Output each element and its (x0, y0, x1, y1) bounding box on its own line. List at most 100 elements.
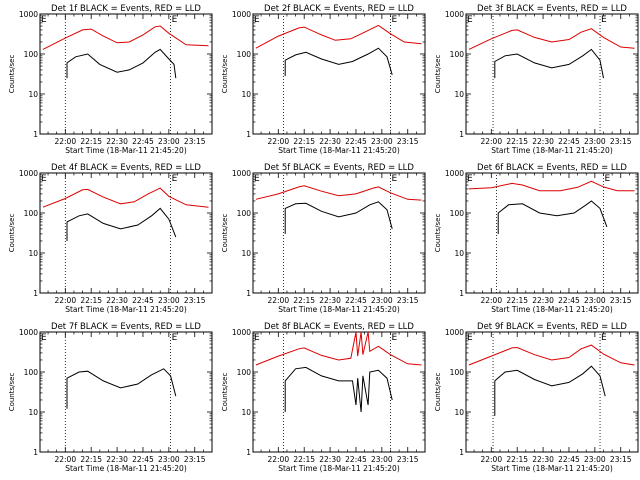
x-tick-label: 23:00 (584, 296, 606, 305)
x-axis-label: Start Time (18-Mar-11 21:45:20) (65, 305, 187, 314)
y-tick-label: 10 (28, 90, 38, 99)
eclipse-end-label: E (601, 333, 607, 343)
eclipse-end-label: E (604, 174, 610, 184)
x-tick-label: 23:00 (371, 296, 393, 305)
y-tick-label: 10 (241, 408, 251, 417)
x-tick-label: 22:15 (293, 137, 315, 146)
y-tick-label: 10 (454, 90, 464, 99)
panel-2: Det 2f BLACK = Events, RED = LLD 1 10 100 10… (221, 4, 426, 155)
plot-frame (39, 13, 213, 135)
eclipse-end-label: E (601, 15, 607, 25)
x-axis-label: Start Time (18-Mar-11 21:45:20) (491, 305, 613, 314)
eclipse-end-label: E (391, 333, 397, 343)
x-tick-label: 23:15 (397, 455, 419, 464)
eclipse-start-label: E (254, 333, 260, 343)
eclipse-end-label: E (391, 174, 397, 184)
x-tick-label: 23:00 (371, 455, 393, 464)
x-tick-label: 22:15 (293, 455, 315, 464)
x-tick-label: 22:45 (345, 137, 367, 146)
x-tick-label: 22:00 (267, 137, 289, 146)
x-tick-label: 23:00 (158, 137, 180, 146)
y-tick-label: 1000 (232, 328, 251, 337)
events-series-line (66, 368, 177, 409)
panel-5: Det 5f BLACK = Events, RED = LLD 1 10 100 10… (221, 163, 426, 314)
x-tick-label: 23:15 (397, 137, 419, 146)
eclipse-start-label: E (41, 174, 47, 184)
events-series-line (66, 207, 177, 241)
x-tick-label: 23:15 (184, 296, 206, 305)
plot-frame (465, 331, 639, 453)
panel-title: Det 2f BLACK = Events, RED = LLD (264, 4, 414, 14)
y-tick-label: 1 (33, 448, 38, 457)
x-tick-label: 22:15 (80, 137, 102, 146)
x-tick-label: 22:30 (106, 137, 128, 146)
y-axis-label: Counts/sec (434, 55, 442, 94)
panel-title: Det 8f BLACK = Events, RED = LLD (264, 322, 414, 332)
x-tick-label: 22:30 (532, 137, 554, 146)
panel-3: Det 3f BLACK = Events, RED = LLD 1 10 100 10… (434, 4, 639, 155)
events-series-line (494, 365, 606, 416)
eclipse-start-label: E (467, 15, 473, 25)
y-axis-label: Counts/sec (221, 214, 229, 253)
x-tick-label: 22:45 (132, 296, 154, 305)
eclipse-start-label: E (41, 333, 47, 343)
panel-title: Det 5f BLACK = Events, RED = LLD (264, 163, 414, 173)
x-tick-label: 23:15 (397, 296, 419, 305)
x-tick-label: 23:00 (158, 455, 180, 464)
lld-series-line (468, 344, 635, 366)
y-axis-label: Counts/sec (8, 214, 16, 253)
x-tick-label: 22:15 (80, 296, 102, 305)
y-tick-label: 10 (28, 408, 38, 417)
y-tick-label: 1 (246, 130, 251, 139)
panel-title: Det 4f BLACK = Events, RED = LLD (51, 163, 201, 173)
x-tick-label: 22:00 (54, 137, 76, 146)
x-tick-label: 22:15 (506, 455, 528, 464)
y-tick-label: 1 (246, 448, 251, 457)
x-tick-label: 22:30 (106, 455, 128, 464)
x-tick-label: 22:15 (80, 455, 102, 464)
x-tick-label: 22:30 (532, 455, 554, 464)
y-tick-label: 1000 (19, 10, 38, 19)
x-axis-label: Start Time (18-Mar-11 21:45:20) (491, 146, 613, 155)
y-tick-label: 1 (33, 289, 38, 298)
x-tick-label: 23:00 (371, 137, 393, 146)
x-axis-label: Start Time (18-Mar-11 21:45:20) (491, 464, 613, 473)
y-tick-label: 100 (237, 368, 252, 377)
y-tick-label: 1 (246, 289, 251, 298)
y-tick-label: 1000 (445, 328, 464, 337)
y-tick-label: 1000 (19, 328, 38, 337)
lld-series-line (468, 180, 635, 192)
x-tick-label: 22:00 (267, 455, 289, 464)
y-tick-label: 1000 (19, 169, 38, 178)
x-tick-label: 22:30 (106, 296, 128, 305)
y-tick-label: 100 (24, 209, 39, 218)
plot-frame (39, 172, 213, 294)
x-axis-label: Start Time (18-Mar-11 21:45:20) (278, 305, 400, 314)
x-tick-label: 22:45 (132, 455, 154, 464)
events-series-line (284, 47, 393, 77)
y-tick-label: 100 (450, 368, 465, 377)
panel-6: Det 6f BLACK = Events, RED = LLD 1 10 100 10… (434, 163, 639, 314)
panel-9: Det 9f BLACK = Events, RED = LLD 1 10 100 10… (434, 322, 639, 473)
x-tick-label: 23:00 (584, 137, 606, 146)
y-tick-label: 1 (33, 130, 38, 139)
x-tick-label: 22:00 (480, 137, 502, 146)
plot-frame (252, 172, 426, 294)
y-axis-label: Counts/sec (8, 55, 16, 94)
x-tick-label: 23:15 (610, 296, 632, 305)
plot-frame (252, 13, 426, 135)
events-series-line (284, 366, 393, 413)
y-axis-label: Counts/sec (221, 373, 229, 412)
panel-title: Det 6f BLACK = Events, RED = LLD (477, 163, 627, 173)
x-tick-label: 22:45 (558, 455, 580, 464)
plot-frame (252, 331, 426, 453)
x-tick-label: 22:00 (480, 455, 502, 464)
y-axis-label: Counts/sec (8, 373, 16, 412)
lld-series-line (255, 331, 422, 366)
eclipse-end-label: E (172, 333, 178, 343)
x-axis-label: Start Time (18-Mar-11 21:45:20) (65, 146, 187, 155)
x-tick-label: 22:15 (506, 137, 528, 146)
y-tick-label: 1000 (232, 169, 251, 178)
events-series-line (66, 48, 177, 79)
x-tick-label: 23:15 (184, 455, 206, 464)
